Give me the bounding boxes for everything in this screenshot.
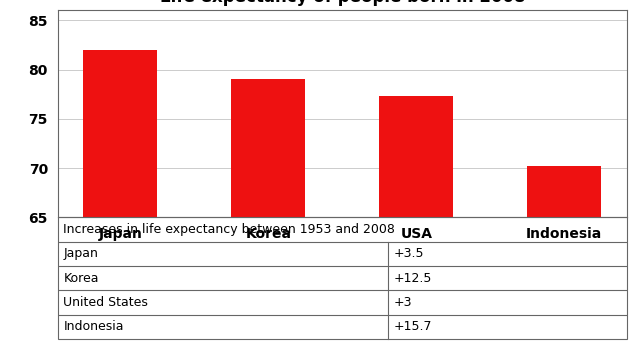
- Bar: [527, 166, 602, 346]
- Text: +15.7: +15.7: [394, 320, 432, 334]
- Text: Indonesia: Indonesia: [63, 320, 124, 334]
- Bar: [83, 50, 157, 346]
- Text: +12.5: +12.5: [394, 272, 432, 285]
- Bar: [380, 96, 453, 346]
- Text: +3: +3: [394, 296, 412, 309]
- Text: Increases in life expectancy between 1953 and 2008: Increases in life expectancy between 195…: [63, 223, 395, 236]
- Text: Japan: Japan: [63, 247, 98, 260]
- Text: Korea: Korea: [63, 272, 99, 285]
- Text: United States: United States: [63, 296, 148, 309]
- Bar: [232, 79, 305, 346]
- Text: +3.5: +3.5: [394, 247, 424, 260]
- Title: Life expectancy of people born in 2008: Life expectancy of people born in 2008: [159, 0, 525, 6]
